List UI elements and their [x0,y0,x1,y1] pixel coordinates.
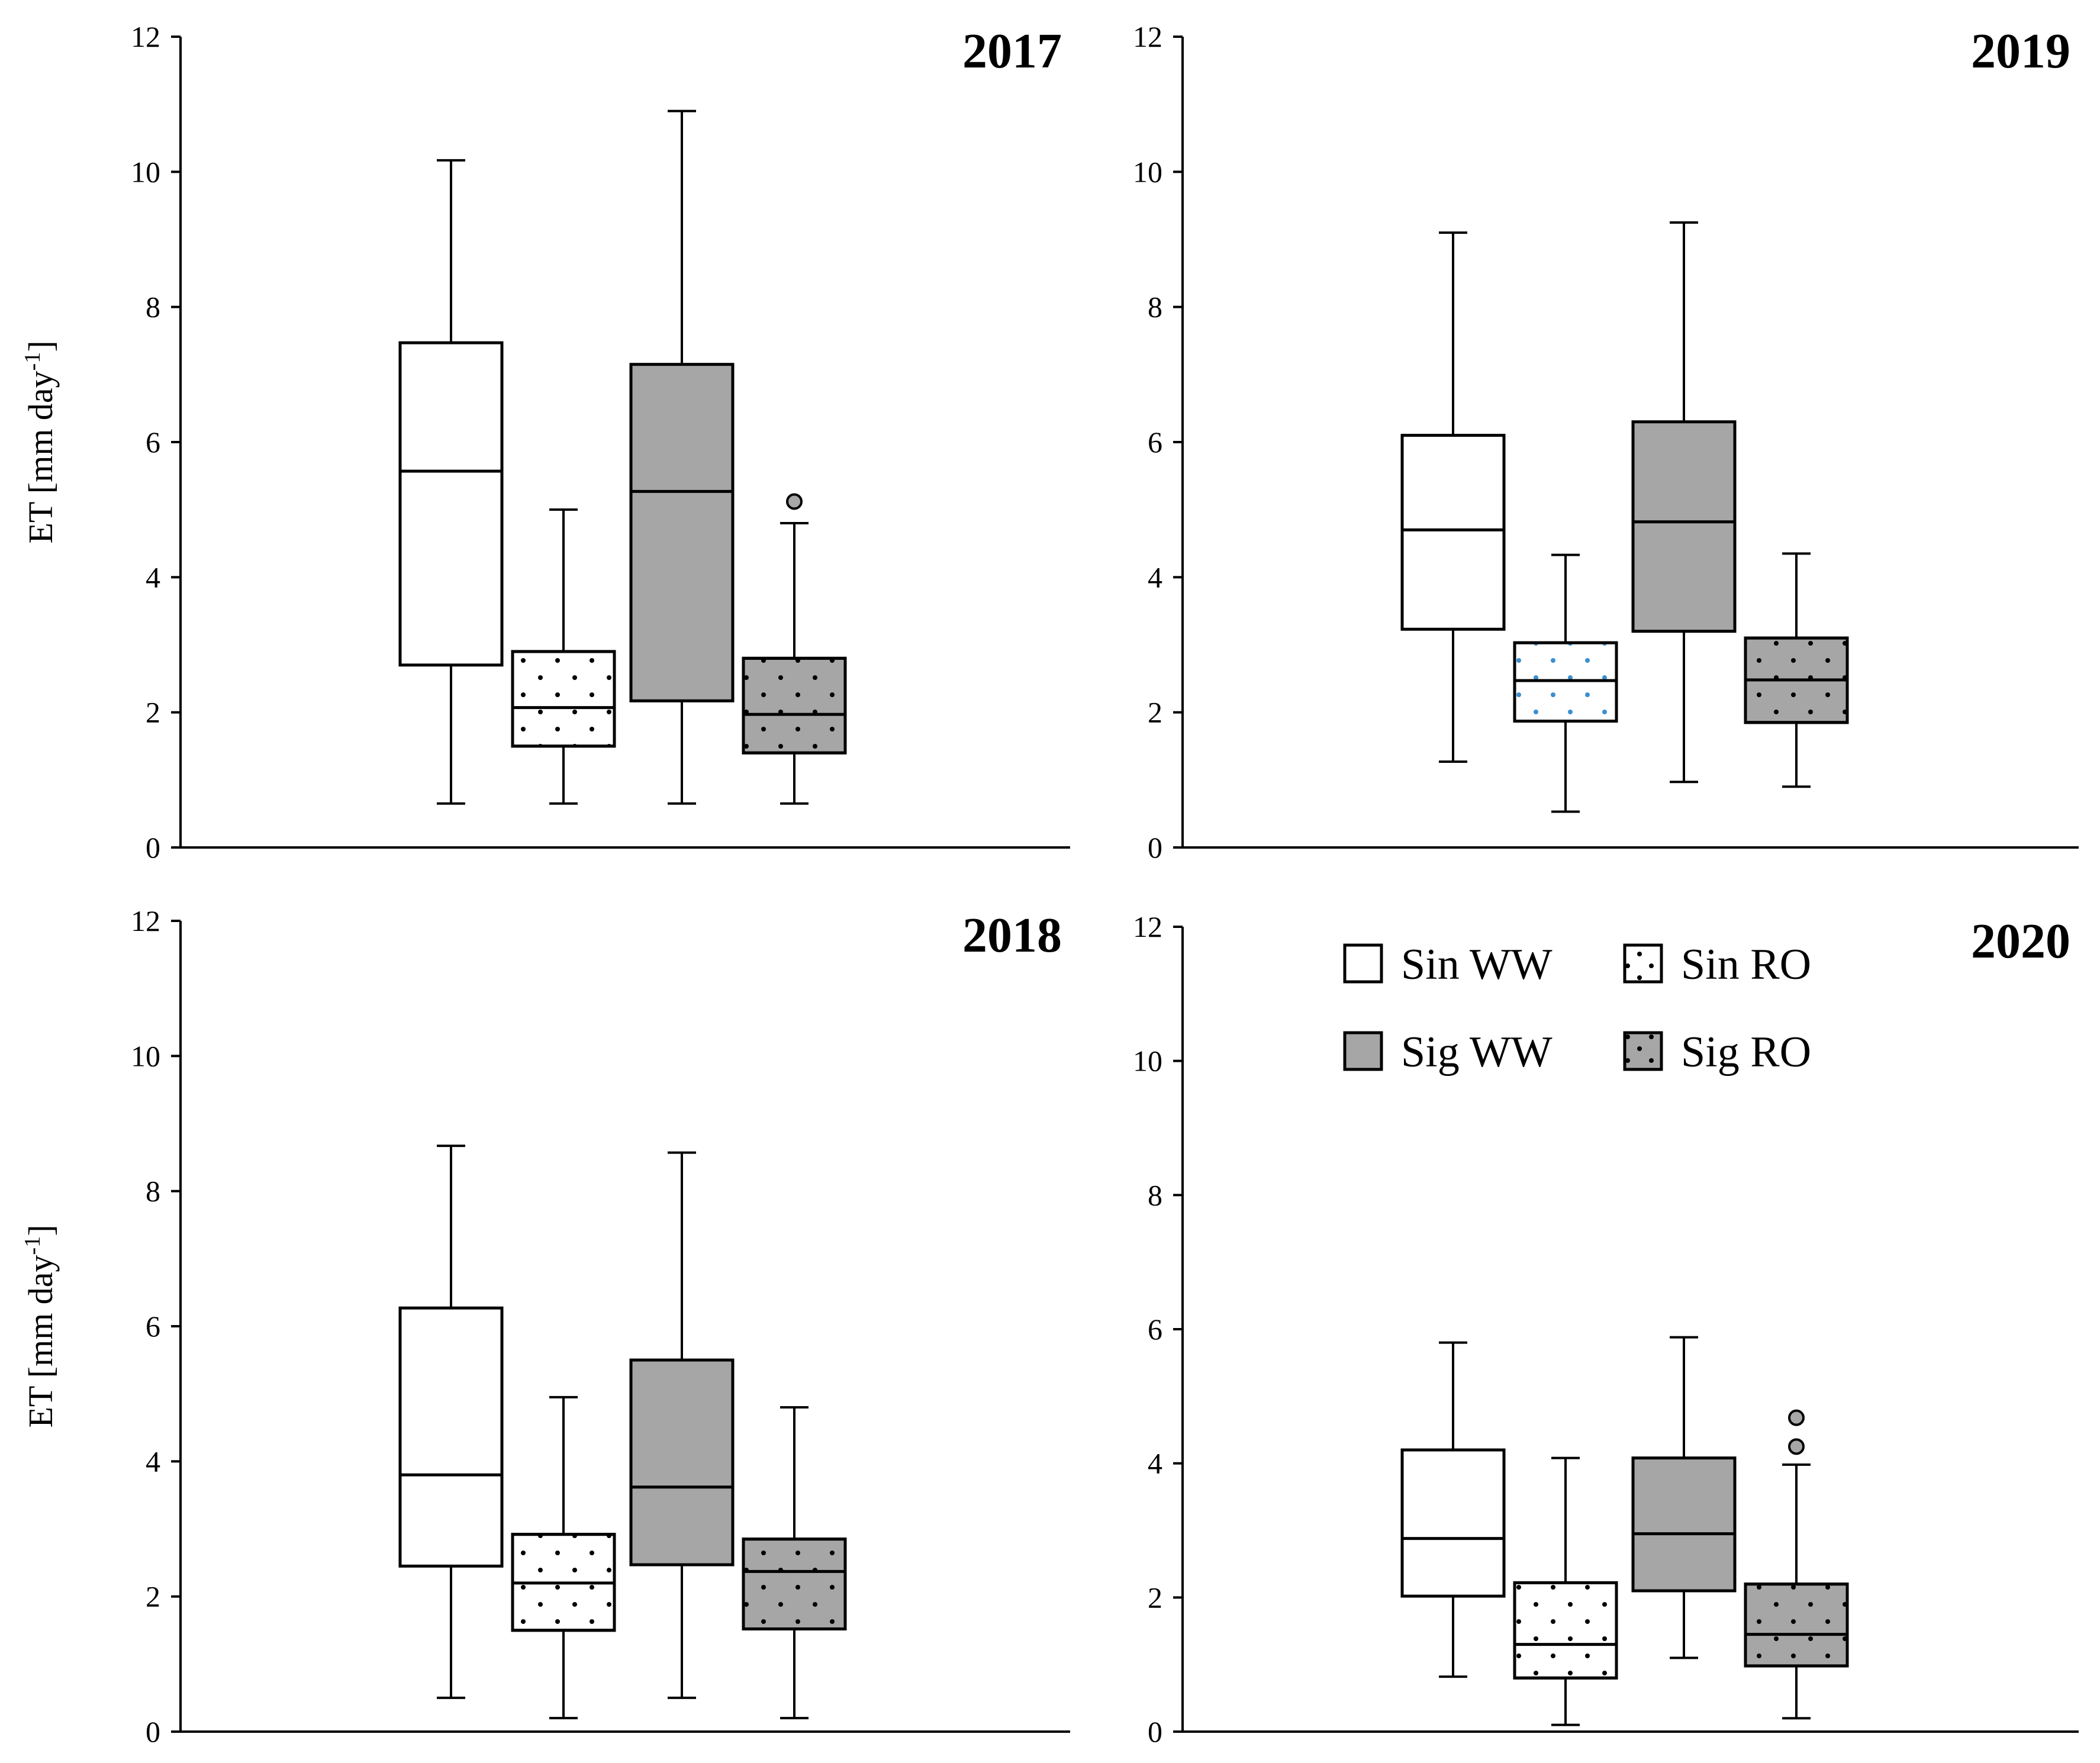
legend: Sin WW Sin RO Sig WW Sig RO [1343,940,1811,1077]
legend-item-sin-ww: Sin WW [1343,940,1553,989]
iqr-box [629,1358,735,1567]
y-tick-label: 12 [131,904,160,937]
legend-swatch [1343,943,1383,984]
y-tick-label: 4 [1148,560,1162,594]
panel-2019: 0 2 4 6 8 10 12 2019 [1133,20,2079,864]
outlier-point [786,493,803,510]
y-tick-label: 12 [1133,910,1162,943]
panel-year-label: 2020 [1971,914,2070,969]
y-tick-label: 10 [131,1039,160,1072]
y-tick-label: 6 [1148,426,1162,459]
outlier-point [1788,1438,1805,1455]
box-sin-ro [511,508,616,805]
y-tick-label: 0 [1148,831,1162,864]
iqr-box [629,363,735,702]
panel-2018: 0 2 4 6 8 10 12 2018 ET [mm day-1] [20,904,1070,1748]
y-tick-label: 0 [146,1715,160,1748]
y-tick-label: 2 [146,1580,160,1613]
iqr-box [1631,1456,1737,1593]
iqr-box [398,1306,504,1568]
y-axis-title: ET [mm day-1] [20,340,60,543]
box-outline [511,650,616,748]
panel-year-label: 2019 [1971,24,2070,79]
y-tick-label: 10 [1133,155,1162,188]
y-tick-label: 10 [131,155,160,188]
box-sin-ro [1513,553,1618,813]
box-sig-ww [1631,221,1737,784]
y-axis-title: ET [mm day-1] [20,1224,60,1427]
legend-label: Sin WW [1401,940,1553,989]
y-tick-label: 6 [1148,1313,1162,1346]
y-tick-label: 2 [1148,696,1162,729]
y-tick-label: 2 [146,696,160,729]
y-tick-label: 4 [146,560,160,594]
y-tick-label: 4 [1148,1447,1162,1480]
panel-2017: 0 2 4 6 8 10 12 2017 ET [mm day-1] [20,20,1070,864]
box-dot-pattern [1745,1584,1847,1666]
legend-item-sin-ro: Sin RO [1623,940,1811,989]
panel-2020: 0 2 4 6 8 10 12 2020 [1133,910,2079,1748]
legend-swatch-dots [1625,945,1661,982]
box-outline [1513,1581,1618,1680]
iqr-box [1400,1448,1506,1598]
y-tick-label: 8 [146,1175,160,1208]
y-tick-label: 8 [1148,1178,1162,1211]
box-outline [1744,1582,1849,1668]
panel-year-label: 2018 [962,908,1062,963]
y-tick-label: 8 [146,291,160,324]
box-sig-ro [1744,1409,1849,1720]
outlier-point [1788,1409,1805,1426]
y-tick-label: 12 [131,20,160,53]
box-dot-pattern [743,658,845,753]
legend-label: Sig WW [1401,1028,1553,1077]
y-tick-label: 4 [146,1445,160,1478]
box-sin-ro [511,1395,616,1720]
box-sig-ww [629,109,735,805]
y-tick-label: 2 [1148,1581,1162,1614]
y-tick-label: 8 [1148,291,1162,324]
y-tick-label: 6 [146,1310,160,1343]
box-outline [742,1538,847,1630]
iqr-box [1400,434,1506,631]
iqr-box [1631,420,1737,633]
legend-label: Sig RO [1681,1028,1811,1077]
box-sig-ro [742,1406,847,1720]
box-dot-pattern [743,1539,845,1629]
box-sig-ww [629,1151,735,1699]
box-sig-ro [742,493,847,805]
panel-year-label: 2017 [962,24,1062,79]
legend-item-sig-ro: Sig RO [1623,1028,1811,1077]
box-sin-ww [1400,231,1506,763]
legend-swatch-dots [1625,1033,1661,1069]
y-tick-label: 6 [146,426,160,459]
box-sin-ww [1400,1341,1506,1678]
box-outline [742,656,847,755]
box-sin-ww [398,159,504,805]
y-tick-label: 10 [1133,1045,1162,1078]
box-sin-ro [1513,1456,1618,1726]
legend-swatch [1343,1031,1383,1071]
iqr-box [398,341,504,667]
y-tick-label: 0 [1148,1715,1162,1748]
box-sig-ww [1631,1336,1737,1659]
legend-label: Sin RO [1681,940,1811,989]
box-dot-pattern [1515,1582,1616,1678]
box-dot-pattern [513,651,614,746]
legend-item-sig-ww: Sig WW [1343,1028,1553,1077]
y-tick-label: 0 [146,831,160,864]
box-sin-ww [398,1145,504,1699]
y-tick-label: 12 [1133,20,1162,53]
box-sig-ro [1744,552,1849,788]
